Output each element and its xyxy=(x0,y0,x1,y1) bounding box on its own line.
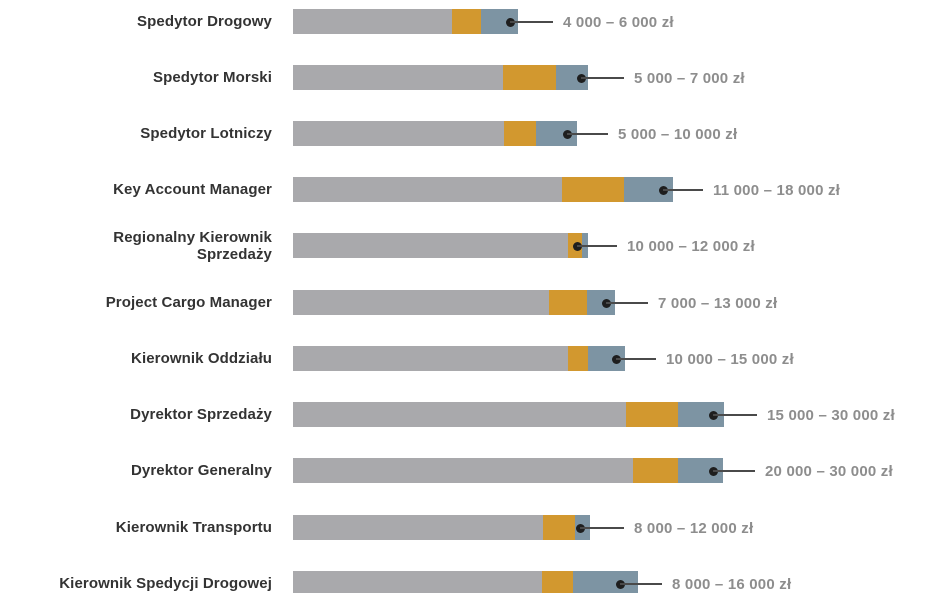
leader-line xyxy=(577,245,617,247)
leader-line xyxy=(713,470,755,472)
category-label: Project Cargo Manager xyxy=(105,294,272,312)
bar-segment-mid xyxy=(568,346,588,371)
leader-line xyxy=(510,21,553,23)
bar-segment-base xyxy=(293,233,568,258)
value-label: 7 000 – 13 000 zł xyxy=(658,294,778,312)
salary-bar xyxy=(293,515,590,540)
bar-segment-mid xyxy=(542,571,573,593)
category-label: Kierownik Oddziału xyxy=(131,350,272,368)
leader-line xyxy=(580,527,624,529)
bar-segment-base xyxy=(293,458,633,483)
value-label: 5 000 – 10 000 zł xyxy=(618,125,738,143)
salary-bar xyxy=(293,177,673,202)
bar-segment-base xyxy=(293,9,452,34)
category-label: Regionalny Kierownik Sprzedaży xyxy=(113,228,272,263)
value-label: 8 000 – 12 000 zł xyxy=(634,519,754,537)
bar-segment-base xyxy=(293,177,562,202)
bar-segment-base xyxy=(293,571,542,593)
category-label: Dyrektor Sprzedaży xyxy=(130,406,272,424)
salary-bar xyxy=(293,458,723,483)
salary-bar xyxy=(293,65,588,90)
value-label: 20 000 – 30 000 zł xyxy=(765,462,893,480)
salary-bar xyxy=(293,571,638,593)
leader-line xyxy=(713,414,757,416)
leader-line xyxy=(620,583,662,585)
salary-bar xyxy=(293,402,724,427)
leader-line xyxy=(567,133,608,135)
leader-line xyxy=(663,189,703,191)
value-label: 8 000 – 16 000 zł xyxy=(672,575,792,593)
category-label: Kierownik Transportu xyxy=(115,519,272,537)
value-label: 10 000 – 15 000 zł xyxy=(666,350,794,368)
value-label: 5 000 – 7 000 zł xyxy=(634,69,745,87)
leader-line xyxy=(616,358,656,360)
bar-segment-mid xyxy=(452,9,481,34)
category-label: Spedytor Lotniczy xyxy=(140,125,272,143)
bar-segment-base xyxy=(293,290,549,315)
bar-segment-mid xyxy=(503,65,556,90)
bar-segment-mid xyxy=(633,458,678,483)
value-label: 11 000 – 18 000 zł xyxy=(713,181,841,199)
bar-segment-base xyxy=(293,65,503,90)
value-label: 15 000 – 30 000 zł xyxy=(767,406,895,424)
leader-line xyxy=(606,302,648,304)
bar-segment-base xyxy=(293,515,543,540)
bar-segment-base xyxy=(293,121,504,146)
salary-bar xyxy=(293,9,518,34)
category-label: Key Account Manager xyxy=(113,181,272,199)
value-label: 10 000 – 12 000 zł xyxy=(627,237,755,255)
bar-segment-top xyxy=(573,571,638,593)
salary-bar xyxy=(293,290,615,315)
category-label: Spedytor Drogowy xyxy=(137,13,272,31)
leader-line xyxy=(581,77,624,79)
bar-segment-mid xyxy=(549,290,587,315)
category-label: Dyrektor Generalny xyxy=(130,462,272,480)
bar-segment-mid xyxy=(543,515,575,540)
bar-segment-base xyxy=(293,346,568,371)
bar-segment-mid xyxy=(626,402,678,427)
bar-segment-mid xyxy=(504,121,536,146)
bar-segment-mid xyxy=(562,177,624,202)
salary-bar xyxy=(293,346,625,371)
category-label: Kierownik Spedycji Drogowej xyxy=(59,575,272,593)
category-label: Spedytor Morski xyxy=(152,69,272,87)
bar-segment-base xyxy=(293,402,626,427)
value-label: 4 000 – 6 000 zł xyxy=(563,13,674,31)
